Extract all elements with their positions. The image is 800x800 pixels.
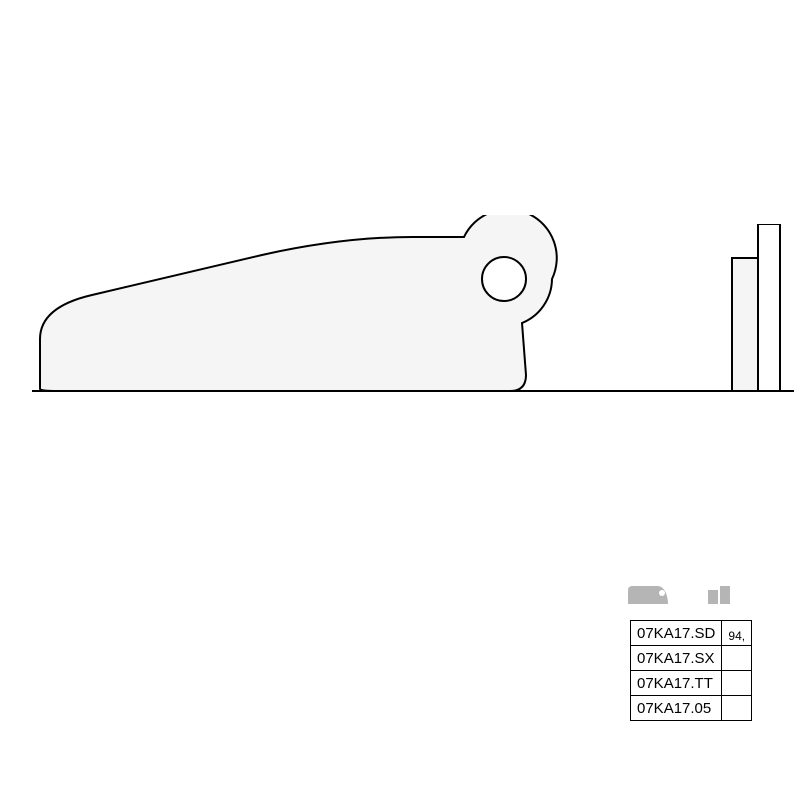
- pad-mounting-hole: [482, 257, 526, 301]
- brake-pad-side-view: [704, 224, 794, 434]
- pad-outline: [40, 215, 557, 391]
- part-code-cell: 07KA17.TT: [631, 671, 722, 696]
- table-row: 07KA17.05: [631, 696, 752, 721]
- part-code-cell: 07KA17.SX: [631, 646, 722, 671]
- legend-front-icon: [628, 586, 668, 604]
- legend-icons: [628, 586, 730, 604]
- part-number-table: 07KA17.SD 94, 07KA17.SX 07KA17.TT 07KA17…: [630, 620, 752, 721]
- part-dim-cell: [722, 671, 752, 696]
- table-row: 07KA17.TT: [631, 671, 752, 696]
- part-code-cell: 07KA17.05: [631, 696, 722, 721]
- baseline-connector: [572, 389, 704, 393]
- diagram-canvas: 07KA17.SD 94, 07KA17.SX 07KA17.TT 07KA17…: [0, 0, 800, 800]
- friction-material: [732, 258, 758, 391]
- table-row: 07KA17.SX: [631, 646, 752, 671]
- part-dim-cell: [722, 646, 752, 671]
- legend-side-icon: [708, 586, 730, 604]
- backing-plate: [758, 224, 780, 391]
- brake-pad-front-view: [32, 215, 572, 425]
- part-dim-cell: [722, 696, 752, 721]
- table-row: 07KA17.SD 94,: [631, 621, 752, 646]
- part-code-cell: 07KA17.SD: [631, 621, 722, 646]
- part-dim-cell: 94,: [722, 621, 752, 646]
